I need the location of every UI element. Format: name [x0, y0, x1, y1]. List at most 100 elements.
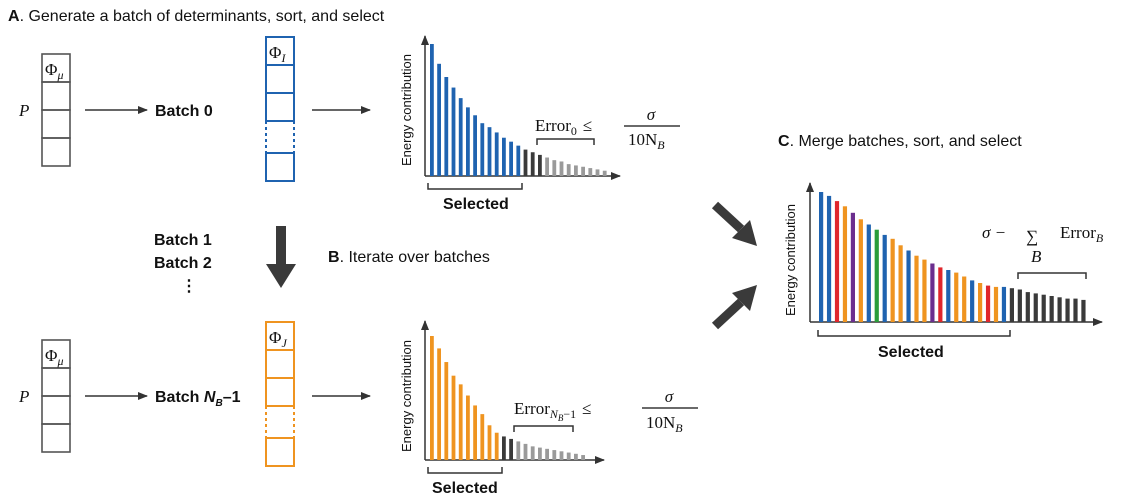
bar-batchN-5 — [458, 384, 463, 460]
panel-a-text: . Generate a batch of determinants, sort… — [20, 8, 385, 25]
bar-batch0-5 — [458, 98, 463, 176]
phi-i-cell — [265, 64, 295, 94]
bar-merged-28 — [1033, 293, 1038, 322]
phi-i-label: ΦI — [269, 43, 286, 65]
bar-merged-30 — [1049, 296, 1054, 322]
bar-batchN-21 — [574, 453, 578, 460]
p-vector-bottom: Φμ — [41, 339, 71, 453]
bar-merged-3 — [834, 201, 840, 322]
chart1-selected-bracket — [427, 183, 523, 190]
errorN-word: Error — [514, 399, 550, 418]
phi-j-cell — [265, 377, 295, 407]
p-cell — [41, 81, 71, 111]
batch2-label: Batch 2 — [154, 255, 212, 272]
p-symbol: P — [18, 387, 29, 406]
bar-merged-7 — [866, 224, 871, 322]
bar-batchN-2 — [437, 348, 441, 460]
bar-batchN-16 — [538, 447, 542, 460]
bar-batchN-18 — [552, 450, 557, 460]
bar-merged-26 — [1017, 289, 1022, 322]
bar-merged-14 — [922, 259, 927, 322]
panel-b-text: . Iterate over batches — [340, 249, 490, 266]
errorN-numerator: σ — [665, 387, 674, 406]
bar-merged-19 — [962, 276, 967, 322]
bar-merged-20 — [970, 280, 975, 322]
bar-batch0-16 — [538, 154, 542, 176]
chart3-selected-label: Selected — [878, 344, 944, 361]
bar-batchN-3 — [444, 362, 449, 460]
bar-merged-31 — [1057, 297, 1062, 322]
chart2-error-bracket — [513, 425, 574, 432]
chart3-error-bracket — [1017, 272, 1087, 279]
p-cell — [41, 395, 71, 425]
chart-batch0: Energy contribution Selected — [399, 35, 621, 213]
bar-merged-13 — [914, 255, 919, 322]
panel-b-letter: B — [328, 249, 340, 266]
bar-batch0-8 — [480, 123, 485, 176]
bar-batch0-10 — [494, 132, 499, 176]
merge-sum-sub: B — [1031, 247, 1042, 266]
batch-ellipsis: ⋮ — [181, 278, 197, 295]
bar-merged-10 — [890, 238, 895, 322]
chart3-ylabel: Energy contribution — [783, 204, 798, 316]
p-cell — [41, 367, 71, 397]
svg-text:Error0≤: Error0 ≤ — [535, 116, 592, 138]
panel-c-text: . Merge batches, sort, and select — [790, 133, 1023, 150]
bar-batchN-20 — [566, 452, 571, 460]
merge-sum: ∑ — [1026, 227, 1038, 246]
batch1-label: Batch 1 — [154, 232, 212, 249]
merge-sigma: σ − — [982, 223, 1006, 242]
bar-batch0-9 — [487, 127, 492, 176]
bar-merged-5 — [850, 212, 855, 322]
error0-word: Error — [535, 116, 571, 135]
bar-merged-29 — [1041, 294, 1046, 322]
svg-text:ErrorNB−1≤: ErrorNB−1 ≤ — [514, 399, 592, 423]
bar-merged-8 — [874, 229, 879, 322]
errorN-leq: ≤ — [582, 399, 591, 418]
bar-merged-25 — [1009, 288, 1014, 322]
bar-merged-18 — [954, 272, 959, 322]
bar-batch0-17 — [545, 157, 549, 176]
bar-batch0-13 — [516, 145, 521, 176]
bar-batch0-2 — [437, 63, 441, 176]
merge-arrow-bottom — [711, 285, 757, 330]
merge-arrow-top — [711, 201, 757, 246]
bar-batch0-25 — [602, 170, 607, 176]
bar-batch0-22 — [581, 166, 585, 176]
bar-batch0-23 — [588, 168, 593, 176]
merge-error: ErrorB — [1060, 223, 1104, 245]
bar-batch0-19 — [559, 161, 564, 176]
bar-batchN-12 — [509, 438, 513, 460]
error0-numerator: σ — [647, 105, 656, 124]
panel-b-title: B. Iterate over batches — [328, 249, 490, 266]
chart1-error-bracket — [536, 138, 595, 145]
merge-formula: σ − ∑ B ErrorB — [982, 223, 1104, 266]
bar-merged-27 — [1025, 292, 1030, 322]
bar-merged-16 — [938, 267, 943, 322]
bar-batch0-14 — [523, 149, 528, 176]
phi-i-cell — [265, 152, 295, 182]
bar-batch0-12 — [509, 141, 513, 176]
bar-batchN-14 — [523, 443, 528, 460]
bar-batchN-11 — [502, 436, 506, 460]
bar-batch0-24 — [595, 169, 600, 176]
bar-merged-23 — [993, 286, 999, 322]
bar-merged-6 — [858, 219, 863, 322]
bar-batchN-10 — [494, 432, 499, 460]
phi-mu-label: Φμ — [45, 346, 63, 368]
chart2-bars — [430, 336, 585, 460]
bar-batch0-1 — [430, 44, 434, 176]
phi-j-cell — [265, 349, 295, 379]
chart1-bars — [430, 44, 607, 176]
chart3-bars — [819, 192, 1086, 322]
bar-batch0-15 — [530, 152, 535, 176]
bar-batch0-4 — [451, 87, 456, 176]
bar-batch0-18 — [552, 160, 557, 176]
batch0-label: Batch 0 — [155, 103, 213, 120]
bar-merged-22 — [985, 285, 991, 322]
p-vector-top: Φμ — [41, 53, 71, 167]
bar-merged-12 — [906, 250, 911, 322]
bar-batchN-8 — [480, 414, 485, 460]
bar-merged-2 — [826, 195, 832, 322]
